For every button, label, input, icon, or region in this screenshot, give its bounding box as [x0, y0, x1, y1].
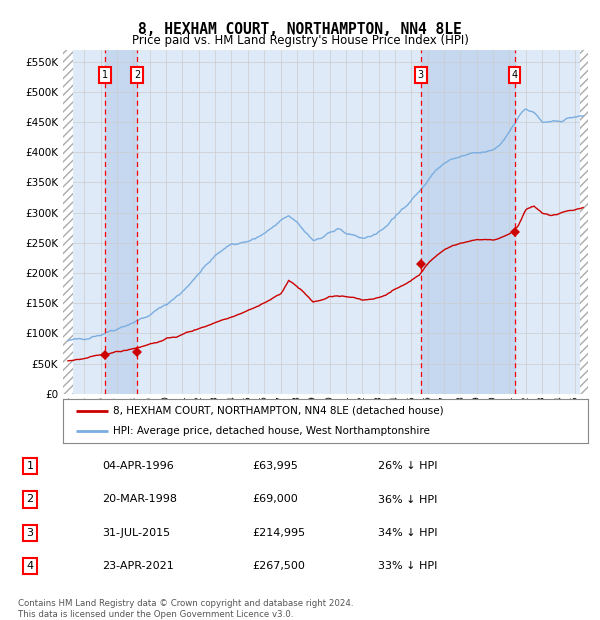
Text: £63,995: £63,995: [252, 461, 298, 471]
Text: £267,500: £267,500: [252, 561, 305, 571]
Text: 8, HEXHAM COURT, NORTHAMPTON, NN4 8LE: 8, HEXHAM COURT, NORTHAMPTON, NN4 8LE: [138, 22, 462, 37]
Text: 23-APR-2021: 23-APR-2021: [102, 561, 174, 571]
Text: 26% ↓ HPI: 26% ↓ HPI: [378, 461, 437, 471]
Text: 31-JUL-2015: 31-JUL-2015: [102, 528, 170, 538]
Text: £214,995: £214,995: [252, 528, 305, 538]
Text: Price paid vs. HM Land Registry's House Price Index (HPI): Price paid vs. HM Land Registry's House …: [131, 34, 469, 47]
Bar: [105, 50, 137, 394]
Text: £69,000: £69,000: [252, 495, 298, 505]
Text: 33% ↓ HPI: 33% ↓ HPI: [378, 561, 437, 571]
Text: 36% ↓ HPI: 36% ↓ HPI: [378, 495, 437, 505]
Bar: [580, 50, 590, 394]
Text: 2: 2: [134, 70, 140, 80]
Bar: [63, 50, 73, 394]
Text: 34% ↓ HPI: 34% ↓ HPI: [378, 528, 437, 538]
Text: 4: 4: [512, 70, 518, 80]
Text: 4: 4: [26, 561, 34, 571]
Text: 1: 1: [26, 461, 34, 471]
Text: 3: 3: [26, 528, 34, 538]
Text: 20-MAR-1998: 20-MAR-1998: [102, 495, 177, 505]
Text: 04-APR-1996: 04-APR-1996: [102, 461, 174, 471]
Text: 3: 3: [418, 70, 424, 80]
Bar: [421, 50, 515, 394]
Text: 8, HEXHAM COURT, NORTHAMPTON, NN4 8LE (detached house): 8, HEXHAM COURT, NORTHAMPTON, NN4 8LE (d…: [113, 405, 443, 416]
Text: 2: 2: [26, 495, 34, 505]
Text: HPI: Average price, detached house, West Northamptonshire: HPI: Average price, detached house, West…: [113, 426, 430, 436]
Text: Contains HM Land Registry data © Crown copyright and database right 2024.
This d: Contains HM Land Registry data © Crown c…: [18, 600, 353, 619]
Text: 1: 1: [102, 70, 108, 80]
